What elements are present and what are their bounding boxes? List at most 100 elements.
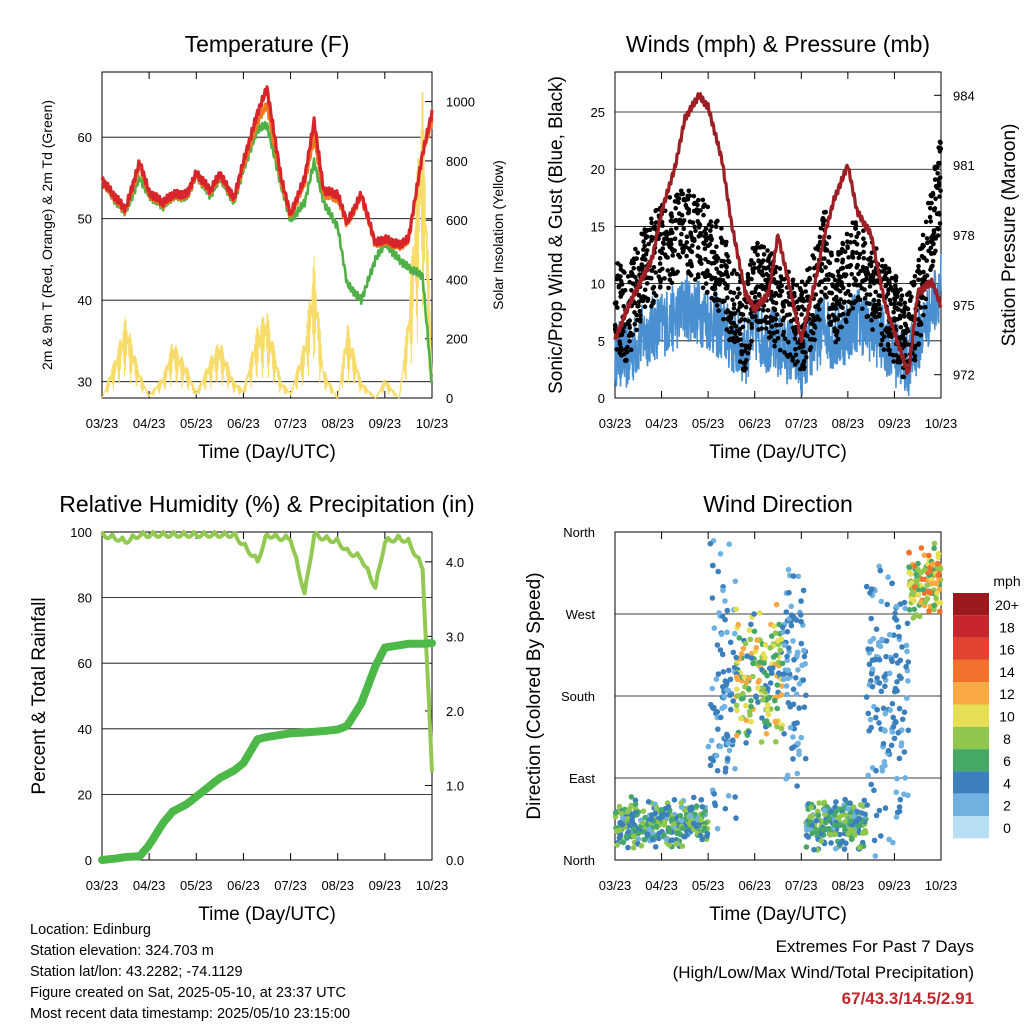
direction-point [861,797,868,804]
gust-point [861,255,867,261]
direction-point [715,671,722,677]
gust-point [669,214,675,219]
gust-point [702,274,708,279]
gust-point [871,297,877,303]
direction-point [770,665,776,671]
gust-point [845,289,851,294]
x-axis-label: Time (Day/UTC) [198,904,336,925]
gust-point [622,270,627,275]
direction-point [828,808,834,815]
gust-point [657,255,663,261]
gust-point [905,342,911,347]
gust-point [753,314,758,319]
direction-point [841,846,848,852]
direction-point [632,801,639,807]
direction-point [901,709,908,715]
gust-point [851,300,857,306]
gust-point [649,275,654,281]
direction-point [783,609,790,615]
direction-point [678,817,685,824]
gust-point [649,216,654,222]
direction-point [743,702,749,709]
gust-point [905,306,911,312]
x-tick-label: 06/23 [227,878,260,893]
gust-point [899,308,905,314]
y-tick-label: 10 [591,277,605,292]
direction-point [648,816,654,823]
direction-point [711,800,718,806]
gust-point [644,234,650,239]
colorbar-label: 14 [999,664,1015,680]
gust-point [651,224,657,230]
gust-point [910,280,915,286]
direction-point [746,708,753,715]
direction-point [734,732,740,739]
gust-point [897,315,903,321]
direction-point [911,606,918,613]
y2-axis-label: Station Pressure (Maroon) [999,124,1020,347]
direction-point [882,762,888,769]
direction-point [836,822,843,828]
direction-point [779,683,785,689]
direction-point [845,806,851,812]
gust-point [752,295,758,300]
gust-point [919,277,925,282]
colorbar-label: 8 [1003,731,1011,747]
gust-point [672,248,677,253]
gust-point [834,330,840,335]
gust-point [761,265,767,271]
gust-point [614,347,619,352]
direction-point [876,657,883,663]
gust-point [674,226,679,231]
direction-point [733,702,740,709]
gust-point [921,312,926,318]
gust-point [790,355,796,361]
plot-frame [101,531,433,861]
direction-point [709,595,716,601]
gust-point [727,337,732,343]
direction-point [908,571,914,577]
gust-point [719,226,724,231]
direction-point [657,814,664,821]
gust-point [761,258,766,263]
direction-point [902,775,908,781]
direction-point [677,812,684,819]
gust-point [772,338,777,344]
gust-point [691,193,697,199]
y-tick-label: North [563,525,595,540]
direction-point [756,610,763,616]
direction-point [801,704,808,710]
direction-point [871,837,878,844]
gust-point [749,276,754,282]
gust-point [786,339,791,345]
direction-point [733,606,739,612]
colorbar-label: 6 [1003,753,1011,769]
x-tick-label: 06/23 [738,878,771,893]
direction-point [886,836,892,843]
direction-point [903,642,910,649]
gust-point [631,265,636,271]
gust-point [741,360,747,366]
direction-point [666,828,673,835]
gust-point [793,331,798,337]
direction-point [612,810,619,816]
gust-point [891,309,896,315]
gust-point [821,210,827,215]
gust-point [701,212,706,218]
gust-point [679,231,684,237]
direction-point [889,580,895,587]
direction-point [630,845,637,851]
direction-point [833,845,839,852]
gust-point [751,261,757,266]
direction-point [876,720,882,726]
gust-point [841,248,847,254]
direction-point [744,653,750,659]
gust-point [644,281,650,286]
gust-point [612,322,618,328]
direction-point [874,707,880,713]
direction-point [882,710,889,717]
direction-point [905,727,912,734]
direction-point [889,729,896,735]
gust-point [835,287,840,292]
gust-point [794,299,800,304]
